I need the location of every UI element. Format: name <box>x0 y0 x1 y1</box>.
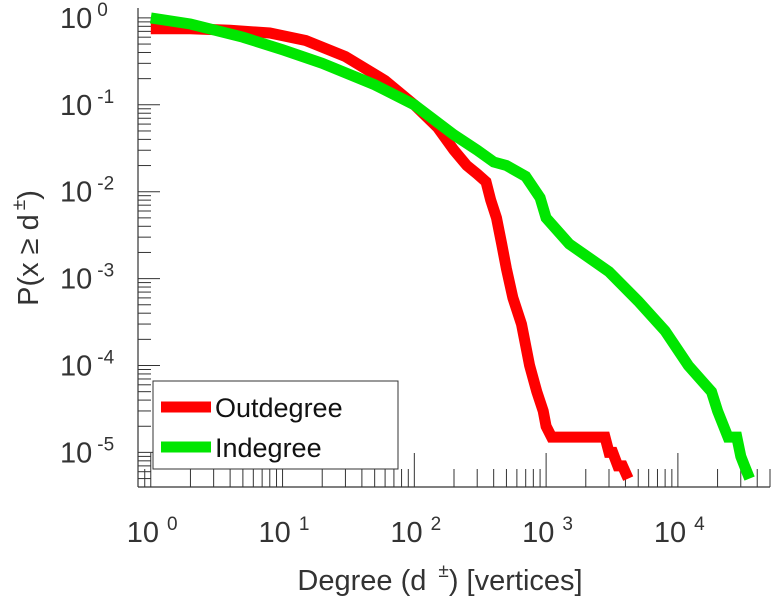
y-tick-label: 10 -2 <box>60 174 114 209</box>
legend: Outdegree Indegree <box>152 380 399 470</box>
x-tick-label: 10 1 <box>259 514 310 549</box>
x-tick-label: 10 0 <box>127 514 178 549</box>
series-line-indegree <box>149 12 755 481</box>
legend-label-indegree: Indegree <box>215 433 322 463</box>
y-tick-label: 10 -4 <box>60 348 115 383</box>
legend-box <box>152 380 399 470</box>
labels-layer: 10 0 10 -1 10 -2 10 -3 10 -4 10 -5 10 0 10 1 10 2 10 3 10 4 De… <box>9 0 705 597</box>
legend-label-outdegree: Outdegree <box>215 393 343 423</box>
series-layer <box>149 12 755 481</box>
x-axis-title: Degree (d ±) [vertices] <box>297 561 582 597</box>
y-tick-label: 10 0 <box>60 0 108 35</box>
y-axis-title: P(x ≥ d±) <box>9 190 45 306</box>
y-tick-label: 10 -1 <box>60 87 114 122</box>
y-tick-label: 10 -3 <box>60 261 114 296</box>
y-tick-label: 10 -5 <box>60 434 114 469</box>
x-tick-label: 10 2 <box>390 514 441 549</box>
x-tick-label: 10 3 <box>522 514 573 549</box>
axes <box>137 8 771 488</box>
series-line-outdegree <box>150 23 634 481</box>
x-tick-label: 10 4 <box>654 514 705 549</box>
